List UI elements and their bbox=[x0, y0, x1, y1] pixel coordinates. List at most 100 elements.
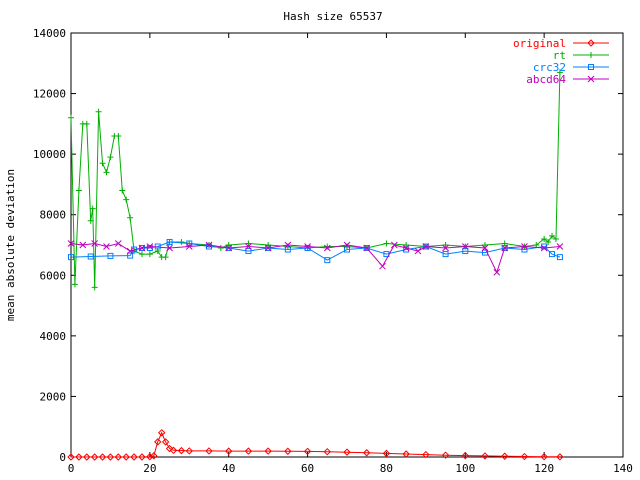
data-point-crc32 bbox=[284, 246, 291, 253]
plot-frame bbox=[70, 32, 624, 458]
data-point-original bbox=[244, 447, 253, 455]
x-tick-label: 80 bbox=[380, 462, 393, 475]
data-point-abcd64 bbox=[225, 244, 233, 252]
data-point-original bbox=[382, 449, 391, 458]
data-point-original bbox=[205, 447, 213, 455]
data-point-crc32 bbox=[462, 248, 469, 255]
data-point-original bbox=[150, 452, 158, 460]
data-point-abcd64 bbox=[304, 243, 311, 250]
series-original bbox=[67, 429, 564, 461]
data-point-abcd64 bbox=[343, 241, 351, 249]
data-point-abcd64 bbox=[126, 247, 134, 255]
axis-ticks: 0 20 40 60 80 100 120 140 0 2000 4000 6000 8000 10000… bbox=[33, 27, 633, 475]
data-point-rt bbox=[146, 251, 153, 258]
data-point-abcd64 bbox=[442, 244, 449, 252]
data-point-rt bbox=[75, 187, 82, 194]
data-point-rt bbox=[103, 169, 110, 176]
data-point-crc32 bbox=[87, 253, 94, 260]
data-point-crc32 bbox=[403, 246, 410, 253]
data-point-abcd64 bbox=[138, 244, 146, 252]
data-point-rt bbox=[549, 232, 556, 239]
data-point-abcd64 bbox=[402, 244, 410, 252]
y-tick-label: 4000 bbox=[40, 330, 67, 343]
data-point-crc32 bbox=[549, 251, 556, 258]
data-point-original bbox=[461, 451, 469, 460]
data-point-original bbox=[540, 452, 548, 461]
data-point-abcd64 bbox=[79, 241, 87, 249]
series-abcd64 bbox=[67, 240, 564, 276]
data-point-rt bbox=[225, 242, 232, 248]
data-point-abcd64 bbox=[284, 241, 292, 249]
data-point-rt bbox=[545, 238, 552, 245]
x-tick-label: 140 bbox=[613, 462, 633, 475]
y-tick-label: 10000 bbox=[33, 148, 66, 161]
data-point-abcd64 bbox=[481, 244, 489, 252]
data-point-rt bbox=[87, 217, 94, 224]
data-point-abcd64 bbox=[185, 243, 193, 250]
series-line-original bbox=[71, 431, 560, 458]
data-point-abcd64 bbox=[363, 244, 371, 252]
series-crc32 bbox=[68, 238, 563, 264]
data-point-crc32 bbox=[206, 243, 212, 250]
data-point-abcd64 bbox=[103, 243, 110, 250]
data-point-crc32 bbox=[541, 243, 548, 250]
data-point-original bbox=[154, 438, 162, 446]
data-point-original bbox=[501, 452, 509, 460]
data-point-rt bbox=[265, 242, 272, 248]
data-point-rt bbox=[383, 240, 390, 247]
data-point-rt bbox=[99, 160, 106, 167]
legend-marker-rt bbox=[588, 52, 594, 58]
data-point-original bbox=[402, 450, 410, 458]
data-point-original bbox=[481, 452, 489, 460]
data-point-original bbox=[556, 453, 564, 461]
data-point-crc32 bbox=[344, 246, 350, 253]
data-point-crc32 bbox=[107, 252, 114, 259]
data-point-original bbox=[157, 429, 166, 437]
legend-label-abcd64: abcd64 bbox=[526, 73, 566, 86]
data-point-abcd64 bbox=[461, 243, 469, 250]
data-point-original bbox=[225, 447, 233, 455]
data-point-abcd64 bbox=[166, 244, 173, 252]
data-point-original bbox=[264, 447, 272, 455]
data-point-rt bbox=[162, 254, 169, 261]
data-point-rt bbox=[178, 238, 185, 245]
data-point-original bbox=[75, 453, 83, 461]
legend-marker-abcd64 bbox=[587, 75, 595, 83]
data-point-crc32 bbox=[324, 257, 331, 264]
data-point-abcd64 bbox=[414, 247, 422, 255]
data-point-original bbox=[177, 446, 186, 455]
data-point-original bbox=[98, 453, 107, 461]
data-point-original bbox=[185, 447, 193, 455]
y-tick-label: 8000 bbox=[40, 209, 67, 222]
y-axis-label: mean absolute deviation bbox=[4, 169, 17, 321]
data-point-rt bbox=[482, 242, 488, 248]
legend-label-rt: rt bbox=[553, 49, 566, 62]
data-point-crc32 bbox=[245, 248, 252, 255]
data-point-original bbox=[146, 452, 154, 461]
data-point-abcd64 bbox=[493, 268, 501, 276]
y-tick-label: 0 bbox=[59, 451, 66, 464]
data-point-original bbox=[67, 453, 75, 461]
data-point-abcd64 bbox=[501, 244, 509, 252]
data-point-rt bbox=[91, 284, 98, 291]
data-point-original bbox=[130, 453, 138, 461]
data-point-original bbox=[106, 453, 115, 461]
data-point-original bbox=[161, 438, 170, 446]
y-tick-label: 2000 bbox=[40, 390, 67, 403]
series-group bbox=[67, 69, 564, 461]
x-tick-label: 60 bbox=[301, 462, 314, 475]
data-point-crc32 bbox=[304, 245, 311, 252]
data-point-original bbox=[138, 453, 146, 461]
data-point-rt bbox=[123, 196, 130, 203]
data-point-rt bbox=[552, 235, 559, 242]
x-tick-label: 100 bbox=[455, 462, 475, 475]
data-point-abcd64 bbox=[390, 241, 398, 249]
x-tick-label: 120 bbox=[534, 462, 554, 475]
legend-label-original: original bbox=[513, 37, 566, 50]
data-point-abcd64 bbox=[146, 243, 154, 250]
data-point-abcd64 bbox=[264, 244, 272, 252]
y-tick-label: 6000 bbox=[40, 269, 67, 282]
data-point-original bbox=[323, 447, 331, 456]
data-point-abcd64 bbox=[205, 241, 213, 249]
